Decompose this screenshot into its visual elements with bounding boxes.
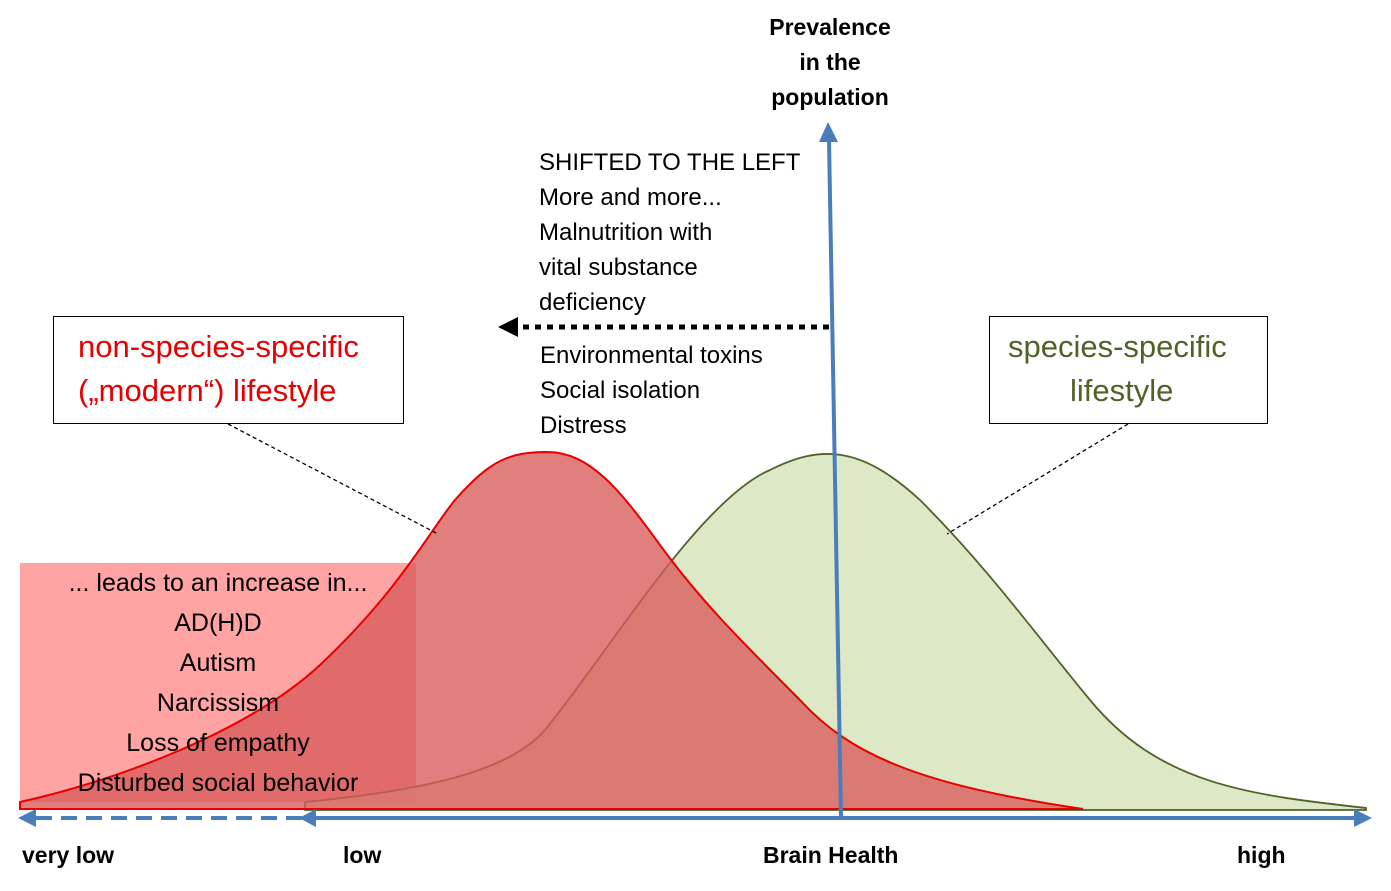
y-axis-title-line: population — [771, 84, 889, 110]
shift-note-bottom: Environmental toxins Social isolation Di… — [540, 338, 763, 443]
shift-note-line: deficiency — [539, 289, 646, 316]
shift-note-line: Social isolation — [540, 377, 701, 404]
modern-lifestyle-curve — [19, 450, 1084, 810]
y-axis-arrowhead — [819, 122, 838, 142]
modern-leader-line — [227, 423, 439, 535]
modern-lifestyle-line2: („modern“) lifestyle — [78, 373, 337, 408]
shift-note-line: Environmental toxins — [540, 342, 763, 369]
effects-item: ... leads to an increase in... — [68, 569, 368, 597]
species-lifestyle-line1: species-specific — [1008, 329, 1227, 364]
species-lifestyle-line2: lifestyle — [1070, 373, 1174, 408]
species-leader-line — [946, 423, 1129, 535]
shift-note-line: More and more... — [539, 184, 722, 211]
shift-note-line: vital substance — [539, 254, 698, 281]
shift-left-arrowhead — [498, 317, 518, 337]
effects-item: Autism — [179, 649, 257, 677]
y-axis-title: Prevalence in the population — [745, 10, 915, 115]
effects-item: Disturbed social behavior — [77, 769, 359, 797]
y-axis-line — [827, 139, 843, 819]
tick-very-low: very low — [22, 842, 115, 868]
y-axis-title-line: in the — [799, 49, 861, 75]
shift-note-line: SHIFTED TO THE LEFT — [539, 149, 801, 176]
species-lifestyle-box: species-specific lifestyle — [989, 316, 1268, 424]
x-axis-left-arrowhead — [18, 809, 36, 827]
effects-item: Narcissism — [156, 689, 280, 717]
effects-list: ... leads to an increase in... AD(H)D Au… — [20, 563, 416, 803]
modern-lifestyle-box: non-species-specific („modern“) lifestyl… — [53, 316, 404, 424]
effects-item: AD(H)D — [174, 609, 262, 637]
y-axis-title-line: Prevalence — [769, 14, 891, 40]
shift-note-top: SHIFTED TO THE LEFT More and more... Mal… — [539, 145, 800, 320]
shift-note-line: Malnutrition with — [539, 219, 713, 246]
shift-note-line: Distress — [540, 412, 627, 439]
x-axis-right-arrowhead — [1354, 809, 1372, 827]
modern-lifestyle-line1: non-species-specific — [78, 329, 359, 364]
effects-item: Loss of empathy — [126, 729, 310, 757]
x-axis-mid-arrowhead — [299, 809, 316, 827]
tick-low: low — [343, 842, 382, 868]
tick-high: high — [1237, 842, 1286, 868]
x-axis-title: Brain Health — [763, 842, 899, 868]
